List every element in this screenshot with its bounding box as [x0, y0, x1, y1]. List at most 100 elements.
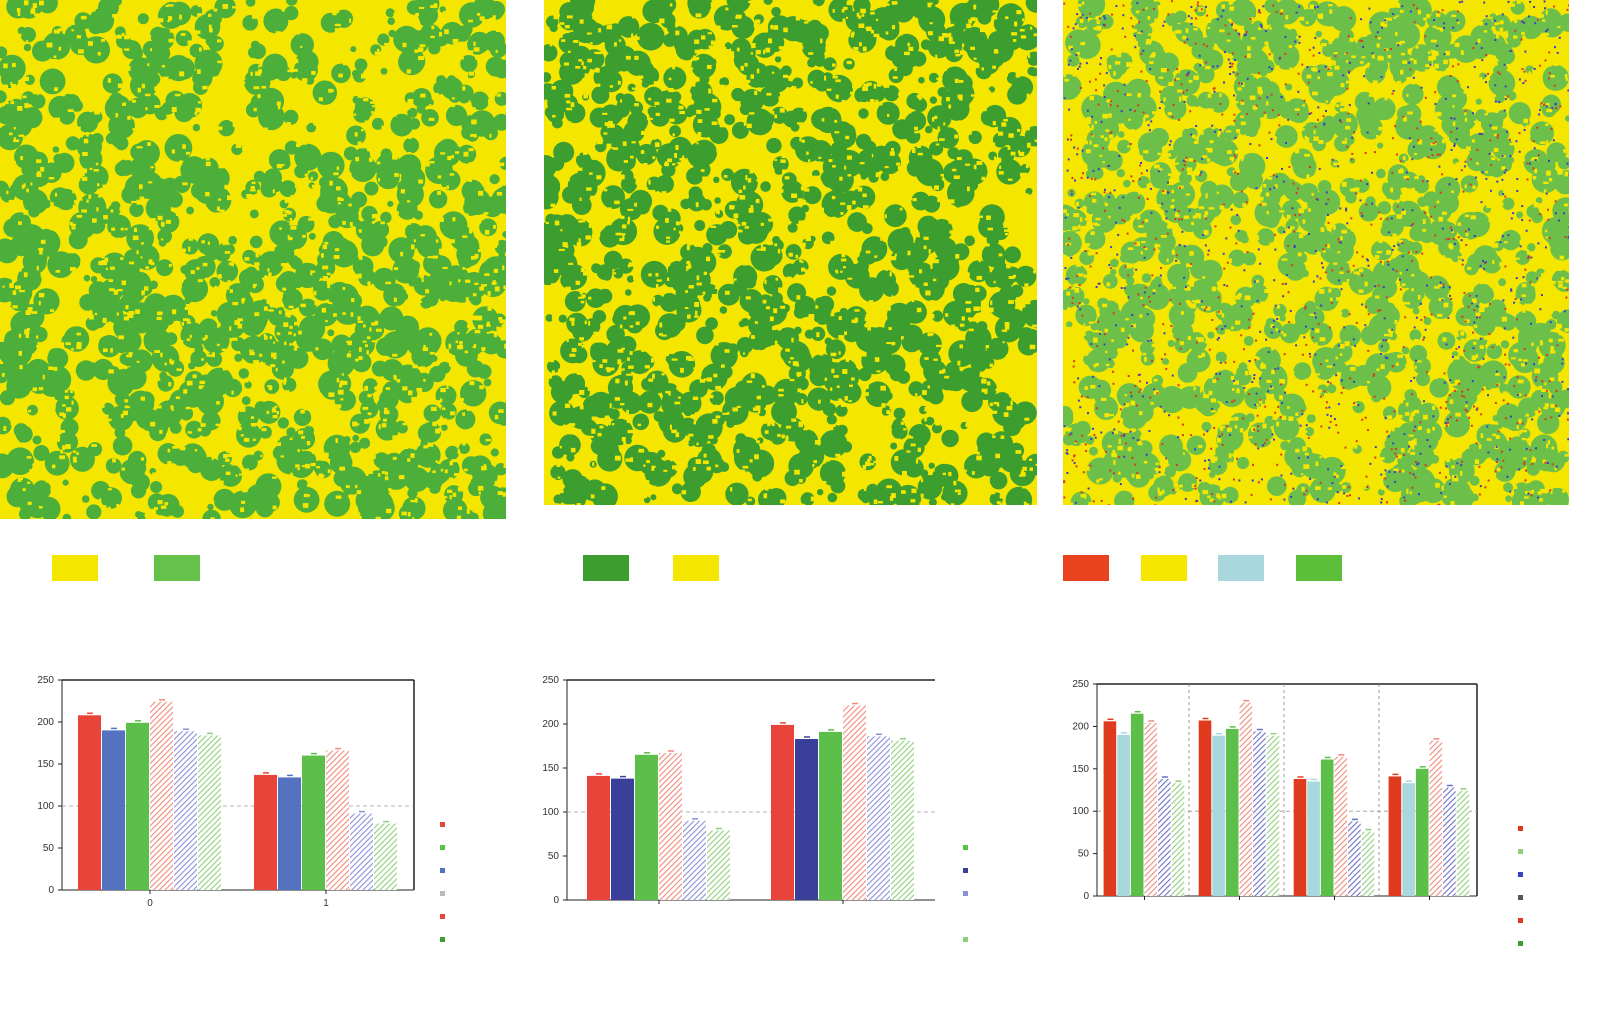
map-speck — [992, 65, 996, 69]
map-speck — [42, 111, 45, 116]
map-speck — [762, 140, 767, 144]
map-speck — [457, 506, 463, 510]
map-speck — [467, 409, 470, 411]
map-speck — [252, 438, 256, 441]
map-speck — [51, 20, 56, 23]
map-speck — [1013, 386, 1019, 389]
map-speck — [932, 278, 937, 282]
map-speck — [602, 157, 606, 161]
map-speck — [915, 393, 918, 397]
map-speck — [407, 100, 413, 106]
map-speck — [102, 184, 109, 187]
map-speck — [823, 459, 827, 464]
map-patch — [468, 31, 491, 54]
map-speck — [430, 5, 436, 8]
map-speck — [241, 500, 246, 504]
map-speck — [95, 464, 99, 469]
map-speck — [641, 130, 647, 135]
map-speck — [322, 510, 325, 515]
map-speck — [367, 336, 371, 340]
map-speck — [621, 224, 627, 229]
map-speck — [465, 213, 469, 218]
map-speck — [599, 251, 603, 254]
map-patch — [998, 146, 1015, 164]
map-patch — [390, 113, 414, 137]
map-speck — [968, 328, 974, 332]
map-speck — [797, 388, 802, 393]
map-speck — [136, 146, 143, 149]
map-speck — [832, 165, 836, 168]
map-speck — [264, 335, 268, 340]
map-speck — [586, 476, 591, 479]
map-patch — [928, 462, 935, 469]
map-speck — [139, 184, 143, 190]
map-patch — [861, 327, 883, 349]
map-speck — [102, 317, 107, 322]
map-patch — [415, 442, 441, 468]
map-patch — [129, 202, 144, 217]
map-speck — [385, 387, 391, 390]
map-speck — [669, 3, 673, 7]
map-speck — [806, 151, 809, 155]
map-speck — [629, 41, 634, 46]
map-speck — [1005, 189, 1011, 192]
map-speck — [408, 135, 412, 139]
map-speck — [778, 189, 784, 193]
map-speck — [898, 92, 903, 96]
map-speck — [208, 24, 212, 28]
map-speck — [672, 64, 676, 70]
map-speck — [832, 63, 836, 67]
map-patch — [1377, 142, 1384, 149]
map-speck — [386, 191, 392, 196]
map-speck — [910, 443, 916, 447]
map-speck — [948, 23, 955, 27]
map-speck — [876, 83, 882, 87]
map-patch — [150, 481, 163, 493]
map-speck — [110, 348, 113, 353]
map-patch — [202, 509, 221, 519]
map-speck — [781, 60, 784, 64]
map-speck — [351, 298, 355, 303]
map-patch — [941, 88, 967, 115]
map-speck — [242, 243, 247, 248]
map-speck — [462, 412, 465, 416]
map-speck — [736, 223, 741, 227]
map-speck — [232, 201, 238, 204]
map-speck — [175, 211, 179, 216]
map-speck — [363, 72, 367, 77]
map-patch — [63, 252, 81, 270]
map-speck — [746, 79, 751, 84]
map-speck — [321, 253, 324, 258]
map-patch — [395, 420, 407, 432]
map-speck — [954, 489, 961, 493]
map-speck — [599, 364, 603, 369]
map-speck — [30, 69, 33, 74]
map-speck — [1022, 226, 1027, 230]
map-speck — [448, 343, 452, 349]
map-speck — [885, 267, 888, 271]
map-speck — [70, 173, 76, 177]
map-speck — [1013, 376, 1019, 382]
map-speck — [919, 502, 923, 505]
map-speck — [182, 144, 186, 149]
map-speck — [621, 437, 626, 442]
map-speck — [689, 376, 694, 379]
map-speck — [957, 360, 961, 366]
map-speck — [959, 323, 965, 327]
map-speck — [2, 285, 5, 288]
map-speck — [785, 348, 790, 352]
map-speck — [1005, 16, 1009, 20]
map-speck — [578, 369, 582, 372]
map-speck — [916, 94, 922, 98]
map-speck — [115, 113, 119, 118]
map-speck — [695, 412, 699, 415]
map-speck — [323, 144, 326, 149]
map-speck — [626, 373, 633, 376]
map-patch — [159, 294, 187, 322]
map-speck — [218, 198, 222, 201]
map-speck — [253, 360, 259, 364]
map-speck — [294, 321, 300, 326]
map-speck — [834, 119, 838, 123]
map-speck — [92, 218, 97, 223]
map-speck — [402, 42, 407, 48]
